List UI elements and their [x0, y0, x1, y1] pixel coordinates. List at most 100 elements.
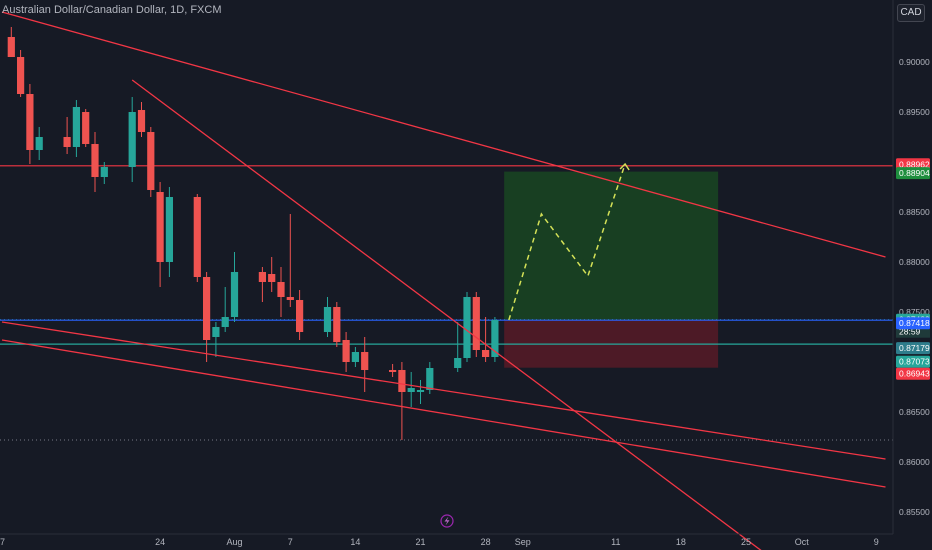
candle-8[interactable] — [91, 132, 99, 192]
candle-body — [128, 112, 136, 167]
candle-body — [463, 297, 471, 358]
time-tick-label: 7 — [0, 537, 5, 547]
candle-19[interactable] — [230, 252, 239, 322]
candle-body — [472, 297, 480, 350]
candle-18[interactable] — [221, 287, 229, 332]
candle-11[interactable] — [137, 102, 146, 137]
time-tick-label: 9 — [874, 537, 879, 547]
candle-1[interactable] — [7, 27, 15, 57]
candle-body — [351, 352, 359, 362]
candle-body — [296, 300, 304, 332]
price-tag-box — [896, 317, 930, 330]
candle-22[interactable] — [277, 267, 285, 317]
price-tick-label: 0.86000 — [899, 457, 930, 467]
price-tag-text: 0.88904 — [899, 168, 930, 178]
lightning-icon[interactable] — [440, 514, 454, 528]
time-tick-label: 25 — [741, 537, 751, 547]
time-tick-label: 24 — [155, 537, 165, 547]
candle-26[interactable] — [333, 302, 341, 347]
chart-title: Australian Dollar/Canadian Dollar, 1D, F… — [2, 4, 222, 16]
candle-20[interactable] — [258, 267, 266, 302]
candle-body — [17, 57, 25, 94]
candle-body — [342, 340, 350, 362]
candle-body — [454, 358, 462, 368]
candle-3[interactable] — [26, 84, 34, 164]
candle-29[interactable] — [361, 337, 369, 392]
candle-4[interactable] — [35, 127, 43, 160]
tag-stop: 0.86943 — [896, 367, 930, 380]
candle-12[interactable] — [147, 127, 155, 197]
price-tick-label: 0.88000 — [899, 257, 930, 267]
candle-27[interactable] — [342, 332, 350, 372]
candle-body — [82, 112, 90, 144]
price-tick-label: 0.89500 — [899, 107, 930, 117]
candle-10[interactable] — [128, 97, 136, 182]
candle-39[interactable] — [491, 317, 499, 362]
candle-9[interactable] — [100, 162, 108, 184]
currency-button[interactable]: CAD — [897, 4, 925, 22]
target-zone[interactable] — [504, 171, 719, 320]
candle-6[interactable] — [72, 100, 80, 157]
trendline-3[interactable] — [1, 321, 886, 460]
price-tag-box — [896, 342, 930, 355]
candle-body — [398, 370, 406, 392]
price-tick-label: 0.85500 — [899, 507, 930, 517]
trendline-2[interactable] — [131, 79, 783, 550]
projection-path[interactable] — [508, 163, 626, 321]
candle-2[interactable] — [17, 50, 25, 97]
candle-body — [389, 370, 397, 372]
candle-37[interactable] — [472, 292, 480, 357]
candle-15[interactable] — [193, 194, 201, 282]
candle-35[interactable] — [454, 322, 462, 372]
candle-33[interactable] — [416, 380, 425, 404]
candle-body — [286, 297, 294, 300]
price-tick-label: 0.88500 — [899, 207, 930, 217]
candle-body — [416, 390, 425, 392]
time-tick-label: 18 — [676, 537, 686, 547]
price-tick-label: 0.87500 — [899, 307, 930, 317]
time-tick-label: Oct — [795, 537, 810, 547]
candle-16[interactable] — [203, 272, 211, 362]
candle-14[interactable] — [165, 187, 173, 277]
candle-body — [156, 192, 164, 262]
candle-21[interactable] — [268, 257, 276, 292]
time-tick-label: 11 — [611, 537, 620, 547]
candle-body — [407, 388, 415, 392]
candle-23[interactable] — [286, 214, 294, 307]
candle-38[interactable] — [482, 317, 490, 362]
price-tag-text: 0.87179 — [899, 343, 930, 353]
candle-31[interactable] — [398, 362, 406, 440]
candle-17[interactable] — [212, 322, 220, 357]
time-tick-label: 14 — [350, 537, 360, 547]
time-tick-label: Sep — [515, 537, 531, 547]
candle-body — [221, 317, 229, 327]
candle-body — [258, 272, 266, 282]
trendline-1[interactable] — [1, 11, 886, 258]
candle-32[interactable] — [407, 372, 415, 407]
candle-5[interactable] — [63, 117, 71, 154]
price-tag-text: 0.88962 — [899, 159, 930, 169]
candle-28[interactable] — [351, 347, 359, 367]
candle-body — [193, 197, 201, 277]
candle-7[interactable] — [82, 109, 90, 147]
candle-body — [100, 167, 108, 177]
price-tick-label: 0.86500 — [899, 407, 930, 417]
candle-24[interactable] — [296, 290, 304, 340]
candle-13[interactable] — [156, 182, 164, 287]
tag-target: 0.88904 — [896, 167, 930, 180]
candle-25[interactable] — [323, 297, 332, 337]
candle-body — [72, 107, 80, 147]
tag-green-line: 0.87179 — [896, 342, 930, 355]
candle-36[interactable] — [463, 292, 471, 362]
candle-30[interactable] — [389, 364, 397, 377]
trendline-4[interactable] — [1, 339, 886, 488]
price-tag-box — [896, 355, 930, 368]
countdown-text: 28:59 — [899, 327, 921, 337]
candle-body — [426, 368, 434, 390]
tag-blue-line: 0.87418 — [896, 317, 930, 330]
tag-level: 0.87073 — [896, 355, 930, 368]
candle-body — [7, 37, 15, 57]
candle-body — [323, 307, 332, 332]
candle-body — [35, 137, 43, 150]
